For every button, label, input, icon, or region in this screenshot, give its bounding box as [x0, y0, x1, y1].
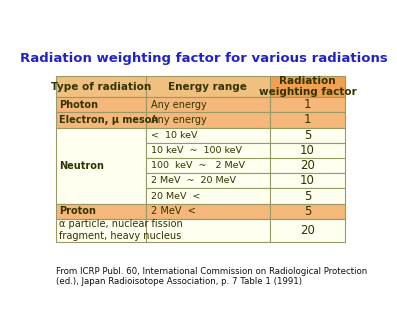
FancyBboxPatch shape: [270, 158, 345, 173]
Text: 10: 10: [300, 174, 315, 187]
Text: Any energy: Any energy: [151, 115, 207, 125]
Text: Photon: Photon: [60, 100, 98, 110]
Text: Proton: Proton: [60, 206, 96, 216]
Text: 20 MeV  <: 20 MeV <: [151, 192, 201, 201]
FancyBboxPatch shape: [270, 204, 345, 219]
Text: Energy range: Energy range: [168, 82, 247, 92]
Text: 2 MeV  <: 2 MeV <: [151, 206, 196, 216]
Text: 20: 20: [300, 159, 315, 172]
FancyBboxPatch shape: [270, 76, 345, 97]
Text: Radiation
weighting factor: Radiation weighting factor: [259, 76, 357, 97]
Text: 20: 20: [300, 224, 315, 237]
FancyBboxPatch shape: [146, 158, 270, 173]
FancyBboxPatch shape: [270, 143, 345, 158]
FancyBboxPatch shape: [270, 112, 345, 128]
Text: <  10 keV: < 10 keV: [151, 131, 198, 140]
Text: Radiation weighting factor for various radiations: Radiation weighting factor for various r…: [19, 52, 387, 65]
Text: 1: 1: [304, 114, 311, 126]
FancyBboxPatch shape: [146, 76, 270, 97]
FancyBboxPatch shape: [56, 128, 146, 204]
Text: Electron, μ meson: Electron, μ meson: [60, 115, 159, 125]
FancyBboxPatch shape: [146, 188, 270, 204]
Text: 5: 5: [304, 190, 311, 202]
FancyBboxPatch shape: [146, 173, 270, 188]
Text: Any energy: Any energy: [151, 100, 207, 110]
Text: 5: 5: [304, 205, 311, 218]
FancyBboxPatch shape: [146, 219, 270, 242]
FancyBboxPatch shape: [146, 128, 270, 143]
Text: 1: 1: [304, 98, 311, 111]
FancyBboxPatch shape: [270, 97, 345, 112]
FancyBboxPatch shape: [146, 143, 270, 158]
FancyBboxPatch shape: [56, 112, 146, 128]
FancyBboxPatch shape: [146, 112, 270, 128]
Text: 10: 10: [300, 144, 315, 157]
Text: 100  keV  ~   2 MeV: 100 keV ~ 2 MeV: [151, 161, 245, 170]
Text: Type of radiation: Type of radiation: [51, 82, 151, 92]
FancyBboxPatch shape: [270, 128, 345, 143]
FancyBboxPatch shape: [56, 97, 146, 112]
Text: 2 MeV  ~  20 MeV: 2 MeV ~ 20 MeV: [151, 176, 236, 185]
Text: 10 keV  ~  100 keV: 10 keV ~ 100 keV: [151, 146, 243, 155]
Text: From ICRP Publ. 60, International Commission on Radiological Protection
(ed.), J: From ICRP Publ. 60, International Commis…: [56, 267, 367, 286]
FancyBboxPatch shape: [146, 97, 270, 112]
FancyBboxPatch shape: [270, 188, 345, 204]
FancyBboxPatch shape: [56, 76, 146, 97]
FancyBboxPatch shape: [270, 219, 345, 242]
Text: 5: 5: [304, 129, 311, 142]
FancyBboxPatch shape: [270, 173, 345, 188]
Text: α particle, nuclear fission
fragment, heavy nucleus: α particle, nuclear fission fragment, he…: [60, 219, 183, 241]
FancyBboxPatch shape: [146, 204, 270, 219]
FancyBboxPatch shape: [56, 204, 146, 219]
FancyBboxPatch shape: [56, 219, 146, 242]
Text: Neutron: Neutron: [60, 160, 104, 171]
